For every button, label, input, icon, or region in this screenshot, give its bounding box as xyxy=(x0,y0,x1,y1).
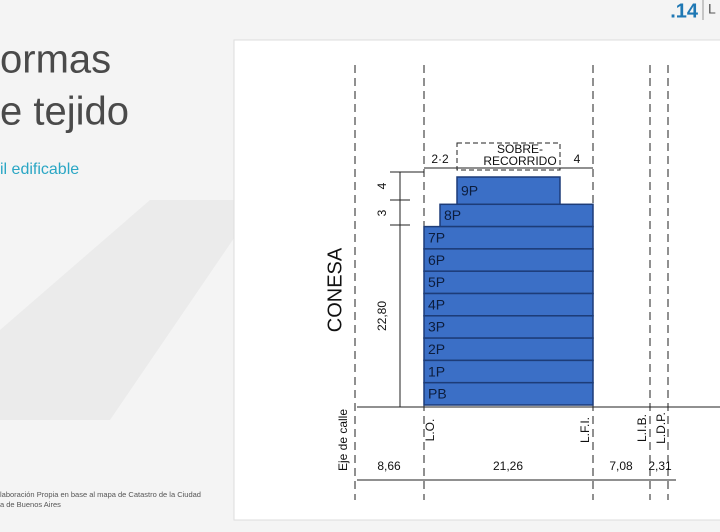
width-label: 8,66 xyxy=(377,459,401,473)
width-label: 21,26 xyxy=(493,459,523,473)
overrun-label: SOBRE- xyxy=(497,142,543,156)
floor-label: 5P xyxy=(428,274,445,290)
height-label: 22,80 xyxy=(375,301,389,331)
floor-label: 8P xyxy=(444,207,461,223)
floor xyxy=(423,270,594,295)
background-shape xyxy=(0,200,260,420)
height-label: 3 xyxy=(375,209,389,216)
line-label: L.D.P. xyxy=(654,412,668,444)
floor-label: 1P xyxy=(428,363,445,379)
floor xyxy=(423,292,594,317)
floor-label: 6P xyxy=(428,252,445,268)
floor-label: 9P xyxy=(461,182,478,198)
floor xyxy=(456,176,561,206)
line-label: L.F.I. xyxy=(578,417,592,443)
floor xyxy=(423,337,594,362)
floor xyxy=(423,225,594,250)
floor-label: 3P xyxy=(428,319,445,335)
street-name: CONESA xyxy=(324,247,346,332)
width-label: 7,08 xyxy=(609,459,633,473)
floor-label: 7P xyxy=(428,229,445,245)
logo: L xyxy=(708,1,716,17)
overrun-label: RECORRIDO xyxy=(483,154,556,168)
subtitle: il edificable xyxy=(0,161,79,178)
floor-label: 4P xyxy=(428,296,445,312)
floor-label: 2P xyxy=(428,341,445,357)
source-line: a de Buenos Aires xyxy=(0,500,61,509)
width-label: 2,31 xyxy=(648,459,672,473)
title-line: ormas xyxy=(0,38,111,82)
source-line: laboración Propia en base al mapa de Cat… xyxy=(0,490,201,499)
page-number: .14 xyxy=(670,0,699,22)
line-label: L.O. xyxy=(423,419,437,442)
setback-label: 4 xyxy=(574,152,581,166)
height-label: 4 xyxy=(375,182,389,189)
title-line: e tejido xyxy=(0,90,129,134)
setback-label: 2·2 xyxy=(431,152,449,166)
floor xyxy=(423,248,594,272)
floor xyxy=(423,315,594,339)
floor-label: PB xyxy=(428,386,447,402)
overrun-box xyxy=(456,142,561,171)
line-label: Eje de calle xyxy=(336,409,350,471)
floor xyxy=(439,203,594,228)
line-label: L.I.B. xyxy=(635,414,649,442)
floor xyxy=(423,359,594,384)
floor xyxy=(423,381,594,406)
